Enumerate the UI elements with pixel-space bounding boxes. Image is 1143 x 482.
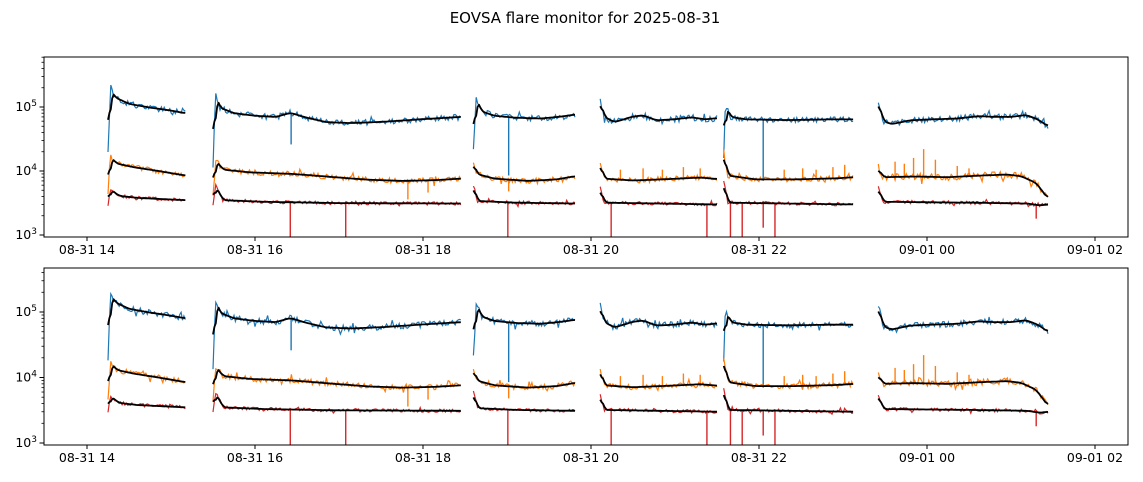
plot-panels: 08-31 14 08-31 16 08-31 18 08-31 20 08-31 22… <box>15 56 1129 465</box>
series-red-smoothed-line <box>877 191 1049 207</box>
plot-panel-top: 08-31 14 08-31 16 08-31 18 08-31 20 08-31 22… <box>15 56 1129 257</box>
series-blue-smoothed-line <box>212 101 461 130</box>
series-red-smoothed-line <box>212 396 461 412</box>
y-tick-label: 103 <box>15 435 37 450</box>
series-blue-smoothed-line <box>877 311 1049 332</box>
series-orange-smoothed-line <box>599 167 718 182</box>
series-blue-smoothed-line <box>722 110 854 126</box>
chart-title: EOVSA flare monitor for 2025-08-31 <box>450 9 721 27</box>
series-orange-smoothed-line <box>472 372 576 389</box>
series-blue-smoothed-line <box>107 298 186 326</box>
series-red-trace <box>107 395 186 413</box>
x-tick-label: 08-31 18 <box>395 242 451 257</box>
y-tick-label: 105 <box>15 304 37 319</box>
series-red-smoothed-line <box>472 396 575 412</box>
x-tick-label: 09-01 00 <box>899 242 955 257</box>
series-blue-smoothed-line <box>472 103 576 125</box>
y-tick-label: 104 <box>15 370 37 385</box>
series-red-smoothed-line <box>722 394 854 413</box>
series-orange-smoothed-line <box>722 365 854 387</box>
series-red-smoothed-line <box>107 397 186 409</box>
plot-panel-bottom: 08-31 14 08-31 16 08-31 18 08-31 20 08-31 22… <box>15 267 1129 465</box>
series-red-smoothed-line <box>599 399 717 413</box>
series-orange-smoothed-line <box>877 376 1049 405</box>
x-axis: 08-31 14 08-31 16 08-31 18 08-31 20 08-31 22… <box>59 237 1123 257</box>
series-blue-smoothed-line <box>599 105 718 123</box>
x-tick-label: 09-01 00 <box>899 450 955 465</box>
series-orange-smoothed-line <box>599 373 718 389</box>
series-red-smoothed-line <box>599 192 717 206</box>
x-tick-label: 08-31 22 <box>731 450 787 465</box>
series-red-smoothed-line <box>722 187 854 206</box>
data-area <box>107 291 1049 445</box>
series-red-smoothed-line <box>107 190 186 201</box>
series-orange-trace <box>599 368 718 392</box>
series-red-smoothed-line <box>212 189 461 205</box>
axes-spines <box>43 267 1129 446</box>
series-blue-smoothed-line <box>472 308 576 330</box>
series-orange-smoothed-line <box>107 365 186 383</box>
x-tick-label: 08-31 16 <box>227 242 283 257</box>
x-tick-label: 08-31 20 <box>563 450 619 465</box>
x-tick-label: 09-01 02 <box>1067 450 1123 465</box>
x-tick-label: 08-31 20 <box>563 242 619 257</box>
x-tick-label: 08-31 14 <box>59 242 115 257</box>
x-tick-label: 08-31 22 <box>731 242 787 257</box>
series-orange-trace <box>212 367 461 402</box>
series-orange-smoothed-line <box>722 159 854 181</box>
series-orange-smoothed-line <box>212 162 461 182</box>
y-tick-label: 104 <box>15 163 37 178</box>
series-blue-smoothed-line <box>722 316 854 332</box>
series-blue-trace <box>472 301 576 356</box>
series-orange-trace <box>472 162 576 186</box>
y-axis: 103 104 105 <box>15 272 44 450</box>
x-tick-label: 09-01 02 <box>1067 242 1123 257</box>
x-tick-label: 08-31 14 <box>59 450 115 465</box>
series-blue-trace <box>212 93 462 168</box>
series-red-smoothed-line <box>877 398 1049 414</box>
data-area <box>107 84 1049 237</box>
y-axis: 103 104 105 <box>15 56 44 242</box>
series-blue-trace <box>472 97 576 150</box>
series-red-smoothed-line <box>472 189 575 205</box>
series-blue-smoothed-line <box>212 306 461 335</box>
series-orange-smoothed-line <box>107 159 186 177</box>
x-tick-label: 08-31 16 <box>227 450 283 465</box>
series-orange-smoothed-line <box>877 170 1049 198</box>
x-tick-label: 08-31 18 <box>395 450 451 465</box>
series-blue-smoothed-line <box>877 106 1049 127</box>
axes-spines <box>43 56 1129 238</box>
series-orange-smoothed-line <box>212 369 461 389</box>
series-orange-smoothed-line <box>472 166 576 182</box>
y-tick-label: 105 <box>15 99 37 114</box>
series-blue-smoothed-line <box>599 310 718 328</box>
series-blue-smoothed-line <box>107 93 186 120</box>
series-blue-trace <box>723 309 854 362</box>
series-blue-trace <box>723 108 854 159</box>
series-orange-trace <box>472 368 576 392</box>
series-blue-trace <box>212 300 461 370</box>
x-axis: 08-31 14 08-31 16 08-31 18 08-31 20 08-31 22… <box>59 445 1123 465</box>
series-blue-trace <box>107 84 186 153</box>
y-tick-label: 103 <box>15 227 37 242</box>
